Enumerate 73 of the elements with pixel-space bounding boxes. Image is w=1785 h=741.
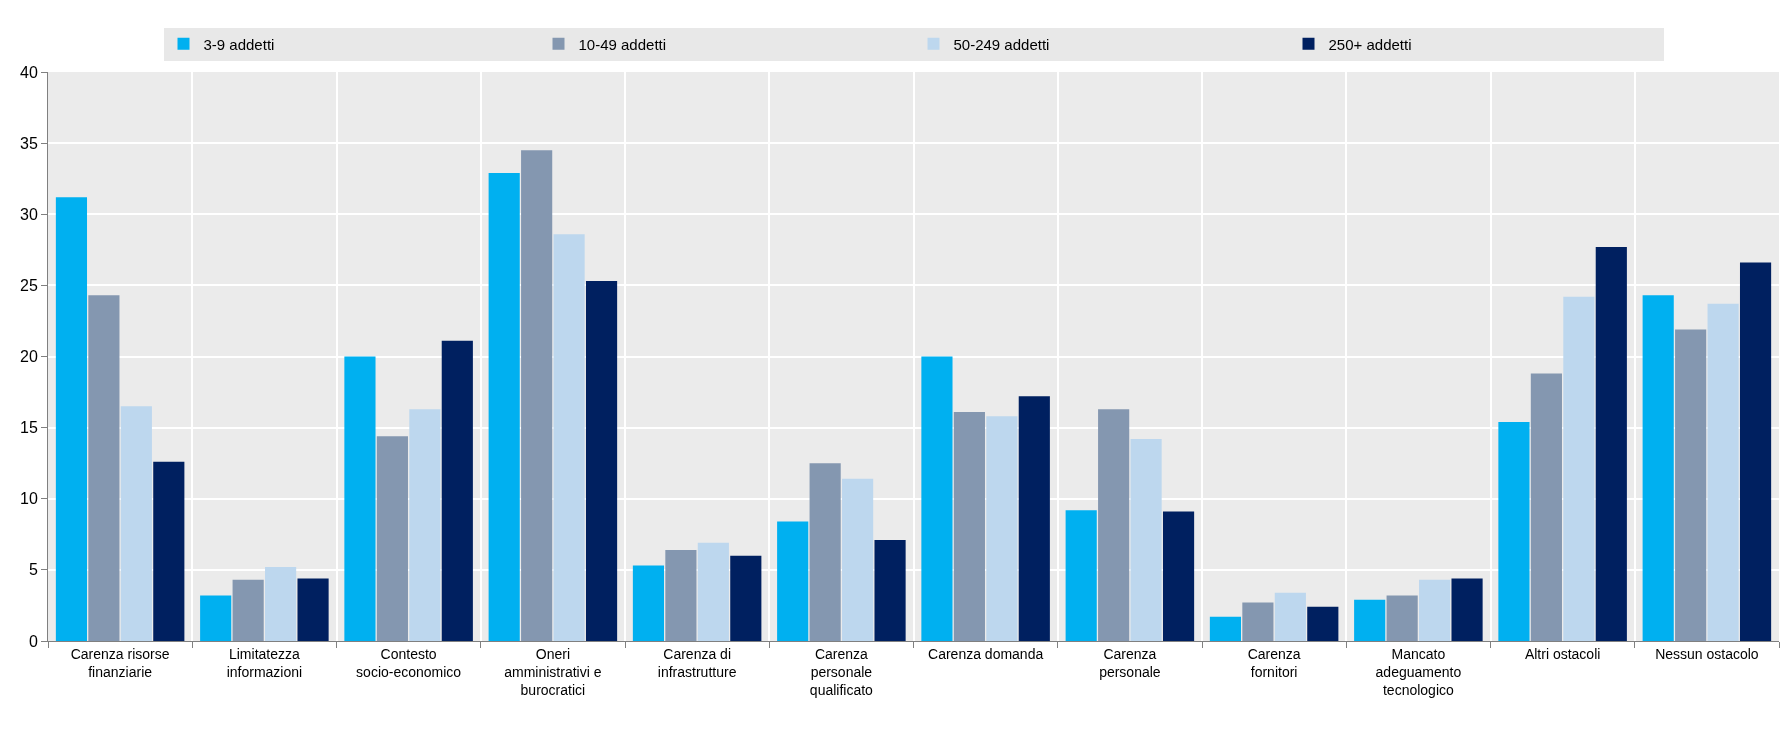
bar xyxy=(88,295,120,641)
bar xyxy=(488,173,520,641)
bar xyxy=(809,463,841,641)
bar xyxy=(1242,602,1274,641)
bar xyxy=(632,565,665,641)
x-tick-label: Limitatezza informazioni xyxy=(226,645,303,680)
bar xyxy=(1498,421,1530,641)
legend-label: 50-249 addetti xyxy=(953,35,1050,53)
bar xyxy=(409,409,441,641)
x-tick-label: Carenza personale xyxy=(1099,645,1161,680)
bar xyxy=(1386,595,1418,641)
y-tick-label: 20 xyxy=(20,348,38,366)
legend-label: 3-9 addetti xyxy=(203,35,275,53)
bar xyxy=(697,542,729,641)
bar xyxy=(441,340,473,641)
bar xyxy=(1130,439,1162,641)
bar xyxy=(1274,592,1306,641)
x-tick-label: Carenza di infrastrutture xyxy=(657,645,737,680)
bar xyxy=(55,197,88,641)
bar xyxy=(1739,262,1772,641)
bar xyxy=(1307,606,1339,641)
bar xyxy=(153,461,185,641)
bar xyxy=(265,567,297,641)
bar xyxy=(953,411,985,641)
bar xyxy=(344,356,376,641)
x-tick-label: Nessun ostacolo xyxy=(1655,645,1759,662)
legend-label: 10-49 addetti xyxy=(578,35,667,53)
bar xyxy=(585,281,618,641)
x-tick-label: Carenza personale qualificato xyxy=(809,645,874,699)
x-tick-label: Carenza domanda xyxy=(928,645,1044,662)
bar xyxy=(1354,599,1386,641)
y-tick-label: 35 xyxy=(20,134,38,152)
bar xyxy=(1595,246,1627,641)
bar xyxy=(521,150,553,641)
bar xyxy=(1707,303,1739,641)
bar xyxy=(665,549,697,641)
bar xyxy=(200,595,232,641)
bar xyxy=(1563,296,1595,641)
x-tick-label: Mancato adeguamento tecnologico xyxy=(1375,645,1462,699)
bar xyxy=(1209,616,1242,641)
bar xyxy=(1162,511,1195,641)
x-tick-label: Carenza risorse finanziarie xyxy=(70,645,170,680)
y-tick-label: 0 xyxy=(28,632,38,650)
bar xyxy=(1018,396,1050,641)
bar xyxy=(1098,409,1130,641)
x-tick-label: Carenza fornitori xyxy=(1247,645,1301,680)
y-tick-label: 10 xyxy=(20,490,38,508)
bar xyxy=(730,555,762,641)
bar xyxy=(874,540,906,641)
y-tick-label: 30 xyxy=(20,205,38,223)
x-tick-label: Contesto socio-economico xyxy=(356,645,462,680)
x-tick-label: Oneri amministrativi e burocratici xyxy=(504,645,602,699)
bar xyxy=(1451,578,1483,641)
legend-label: 250+ addetti xyxy=(1328,35,1412,53)
bar xyxy=(120,406,152,641)
bar xyxy=(986,416,1018,641)
bar xyxy=(1065,510,1097,641)
bar xyxy=(777,521,809,641)
bar xyxy=(1530,373,1562,641)
bar xyxy=(1675,329,1707,641)
bar xyxy=(1642,295,1674,641)
y-tick-label: 5 xyxy=(28,561,38,579)
bar xyxy=(297,578,329,641)
bar xyxy=(842,478,874,641)
y-tick-label: 15 xyxy=(20,419,38,437)
bar xyxy=(376,436,408,641)
y-tick-label: 25 xyxy=(20,276,38,294)
y-tick-label: 40 xyxy=(20,63,38,81)
bar xyxy=(232,579,264,641)
bar xyxy=(1419,579,1451,641)
bar xyxy=(553,234,585,641)
x-tick-label: Altri ostacoli xyxy=(1524,645,1601,662)
bar xyxy=(921,356,953,641)
